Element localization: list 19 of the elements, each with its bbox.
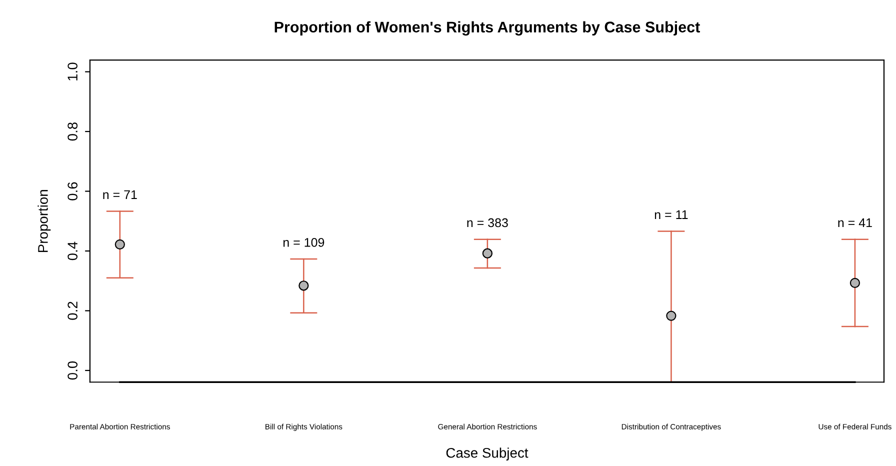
y-tick-label: 1.0: [68, 62, 78, 80]
y-tick-label: 0.2: [68, 302, 78, 320]
y-tick-label: 0.6: [68, 182, 78, 200]
y-tick-label: 0.8: [68, 122, 78, 141]
x-axis-title: Case Subject: [446, 448, 528, 461]
annotation: n = 11: [654, 210, 688, 219]
point: [482, 248, 493, 258]
annotation: n = 71: [103, 190, 137, 199]
y-tick-label: 0.0: [68, 361, 78, 380]
point: [850, 278, 860, 288]
annotation: n = 41: [838, 218, 872, 228]
chart-title: Proportion of Women's Rights Arguments by Case Subject: [274, 21, 700, 36]
y-tick-label: 0.4: [68, 242, 78, 260]
annotation: n = 383: [467, 218, 508, 228]
point: [666, 310, 676, 321]
y-axis-title: Proportion: [38, 190, 51, 252]
annotation: n = 109: [283, 238, 324, 247]
point: [114, 239, 125, 250]
point: [298, 280, 309, 291]
